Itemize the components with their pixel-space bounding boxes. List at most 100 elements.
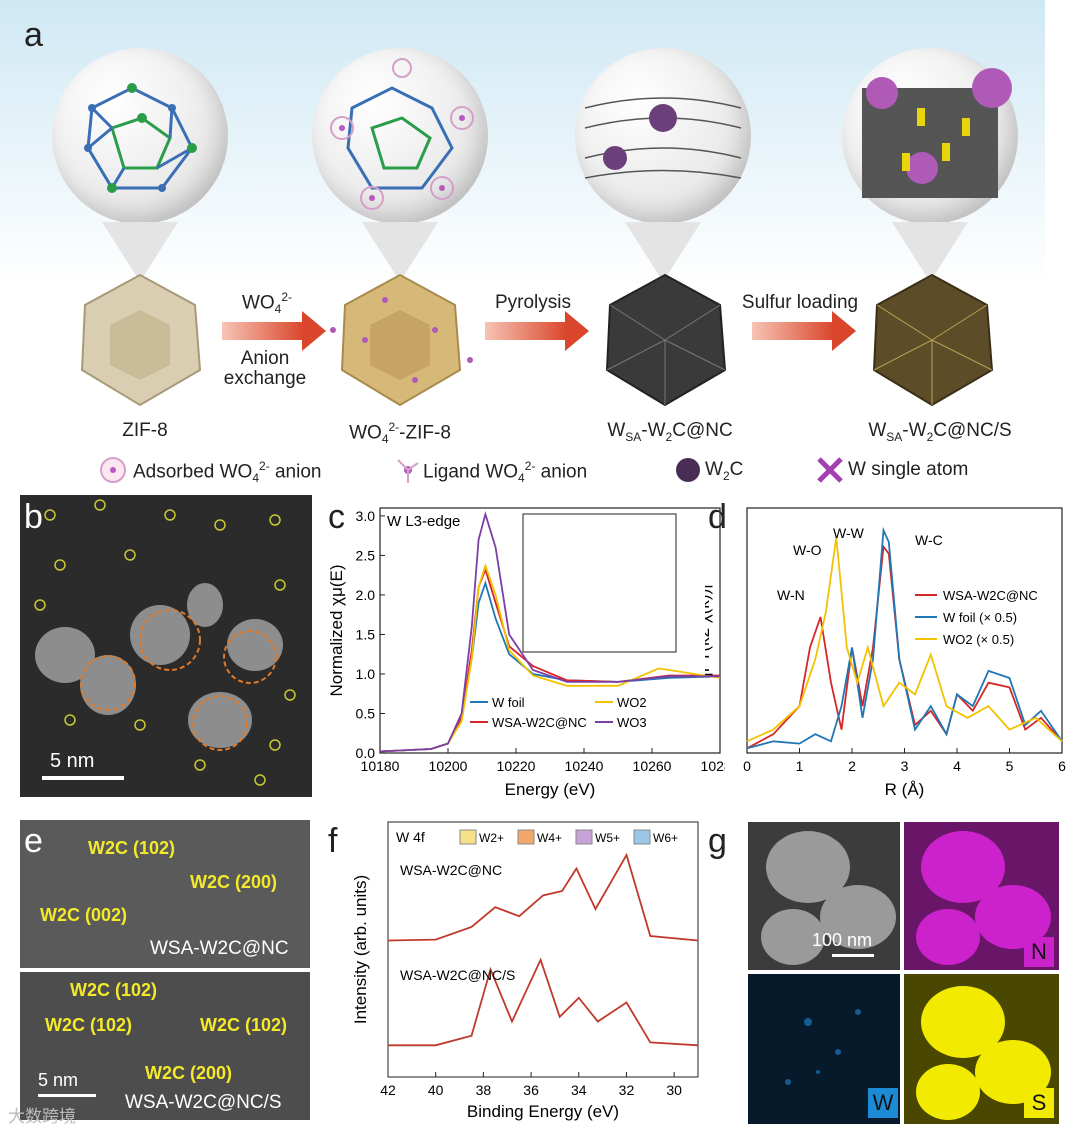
cone-1 (102, 222, 178, 282)
panel-label-f: f (328, 822, 338, 860)
adsorbed-anion-icon (100, 457, 126, 483)
cone-2 (362, 222, 438, 282)
arrow1-top-label: WO42- (241, 290, 293, 317)
w-single-atom-icon (817, 457, 843, 483)
s-map-label: S (1024, 1088, 1054, 1118)
legend-swatch (575, 829, 593, 845)
peak-annotation: W-O (793, 542, 822, 558)
series-line (388, 957, 699, 1047)
w-map-label: W (868, 1088, 898, 1118)
stage-label-wsa-w2c-nc-s: WSA-W2C@NC/S (868, 420, 1012, 444)
y-tick-label: 2.5 (356, 547, 376, 563)
scale-bar-b (42, 776, 124, 780)
arrow2-label: Pyrolysis (494, 292, 571, 313)
legend-label: W foil (492, 695, 525, 710)
sample-label: WSA-W2C@NC/S (400, 967, 515, 983)
x-tick-label: 10260 (633, 758, 672, 774)
series-line (746, 537, 1063, 743)
lattice-label: W2C (200) (190, 872, 278, 892)
x-tick-label: 40 (428, 1082, 444, 1098)
scale-label-b: 5 nm (50, 750, 95, 772)
legend-swatch (633, 829, 651, 845)
legend-swatch (459, 829, 477, 845)
y-tick-label: 3.0 (356, 508, 376, 524)
lattice-label: W2C (102) (200, 1015, 288, 1035)
wsa-w2c-nc-s-structure-bubble (842, 48, 1018, 224)
scale-label-g: 100 nm (812, 930, 873, 950)
x-tick-label: 38 (476, 1082, 492, 1098)
zif8-structure-bubble (52, 48, 228, 224)
plot-frame (387, 821, 699, 1078)
x-tick-label: 10240 (565, 758, 604, 774)
eds-shapes (761, 831, 1051, 1120)
panel-label-c: c (328, 498, 345, 536)
y-tick-label: 2.0 (356, 587, 376, 603)
y-tick-label: 0.5 (356, 705, 376, 721)
x-axis-label: Binding Energy (eV) (467, 1102, 619, 1121)
n-map-label: N (1024, 937, 1054, 967)
legend-label: W5+ (595, 831, 620, 845)
anion-exchange-arrow (222, 311, 326, 351)
x-axis-label: R (Å) (885, 780, 925, 799)
legend-label: WO2 (× 0.5) (943, 632, 1014, 647)
arrow1-bottom-label-1: Anion (240, 348, 290, 369)
legend-swatch (517, 829, 535, 845)
panel-label-d: d (708, 498, 727, 536)
wsa-w2c-nc-s-crystal (872, 273, 994, 407)
legend-w-single-atom: W single atom (848, 459, 969, 480)
x-tick-label: 36 (523, 1082, 539, 1098)
series-line (746, 544, 1063, 750)
arrow3-label: Sulfur loading (741, 292, 859, 313)
x-tick-label: 2 (848, 758, 856, 774)
peak-annotation: W-N (777, 587, 805, 603)
stage-label-zif8: ZIF-8 (122, 420, 168, 441)
xps-annotation: W 4f (396, 829, 425, 845)
wsa-w2c-nc-crystal (605, 273, 727, 407)
pyrolysis-arrow (485, 311, 589, 351)
x-tick-label: 32 (619, 1082, 635, 1098)
peak-annotation: W-W (833, 525, 865, 541)
legend-label: WSA-W2C@NC (492, 715, 587, 730)
x-tick-label: 1 (796, 758, 804, 774)
haadf-stem-image (20, 495, 312, 797)
y-tick-label: 0.0 (356, 745, 376, 761)
panel-label-a: a (24, 16, 43, 54)
cone-4 (892, 222, 968, 282)
xps-chart: 42 40 38 36 34 32 30 WSA-W2C@NC WSA-W2C@NC/S W 4f… (351, 821, 699, 1121)
stage-label-wo4-zif8: WO42--ZIF-8 (349, 420, 451, 447)
legend-w2c: W2C (705, 459, 744, 483)
edge-annotation: W L3-edge (387, 513, 460, 530)
y-axis-label: |FT(k2 χ(k))| (705, 584, 713, 676)
legend-label: WO3 (617, 715, 647, 730)
x-tick-label: 10180 (361, 758, 400, 774)
x-tick-label: 10200 (429, 758, 468, 774)
wo4-zif8-crystal (330, 273, 473, 407)
lattice-label: W2C (102) (88, 838, 176, 858)
sample-label-top: WSA-W2C@NC (150, 938, 289, 959)
w2c-particle-icon (676, 458, 700, 482)
x-tick-label: 6 (1058, 758, 1066, 774)
wo4-zif8-structure-bubble (312, 48, 488, 224)
exafs-chart: 0 1 2 3 4 5 6 R (Å) |FT(k2 χ(k))| W-N W-O W-W W-C WSA… (705, 507, 1066, 799)
legend-label: W foil (× 0.5) (943, 610, 1017, 625)
series-line (379, 511, 720, 753)
y-tick-label: 1.0 (356, 666, 376, 682)
x-tick-label: 42 (380, 1082, 396, 1098)
peak-annotation: W-C (915, 532, 943, 548)
arrow1-bottom-label-2: exchange (223, 368, 307, 389)
x-tick-label: 30 (666, 1082, 682, 1098)
x-tick-label: 5 (1006, 758, 1014, 774)
ligand-anion-icon (397, 459, 419, 483)
scale-label-e: 5 nm (38, 1070, 79, 1090)
lattice-label: W2C (002) (40, 905, 128, 925)
scale-bar-e (38, 1094, 96, 1097)
scale-bar-g (832, 954, 874, 957)
lattice-label: W2C (200) (145, 1063, 233, 1083)
x-tick-label: 34 (571, 1082, 587, 1098)
sample-label: WSA-W2C@NC (400, 862, 502, 878)
hrtem-image-top (20, 820, 310, 968)
lattice-label: W2C (102) (45, 1015, 133, 1035)
lattice-label: W2C (102) (70, 980, 158, 1000)
zif8-crystal (80, 273, 202, 407)
series-line (387, 852, 699, 942)
